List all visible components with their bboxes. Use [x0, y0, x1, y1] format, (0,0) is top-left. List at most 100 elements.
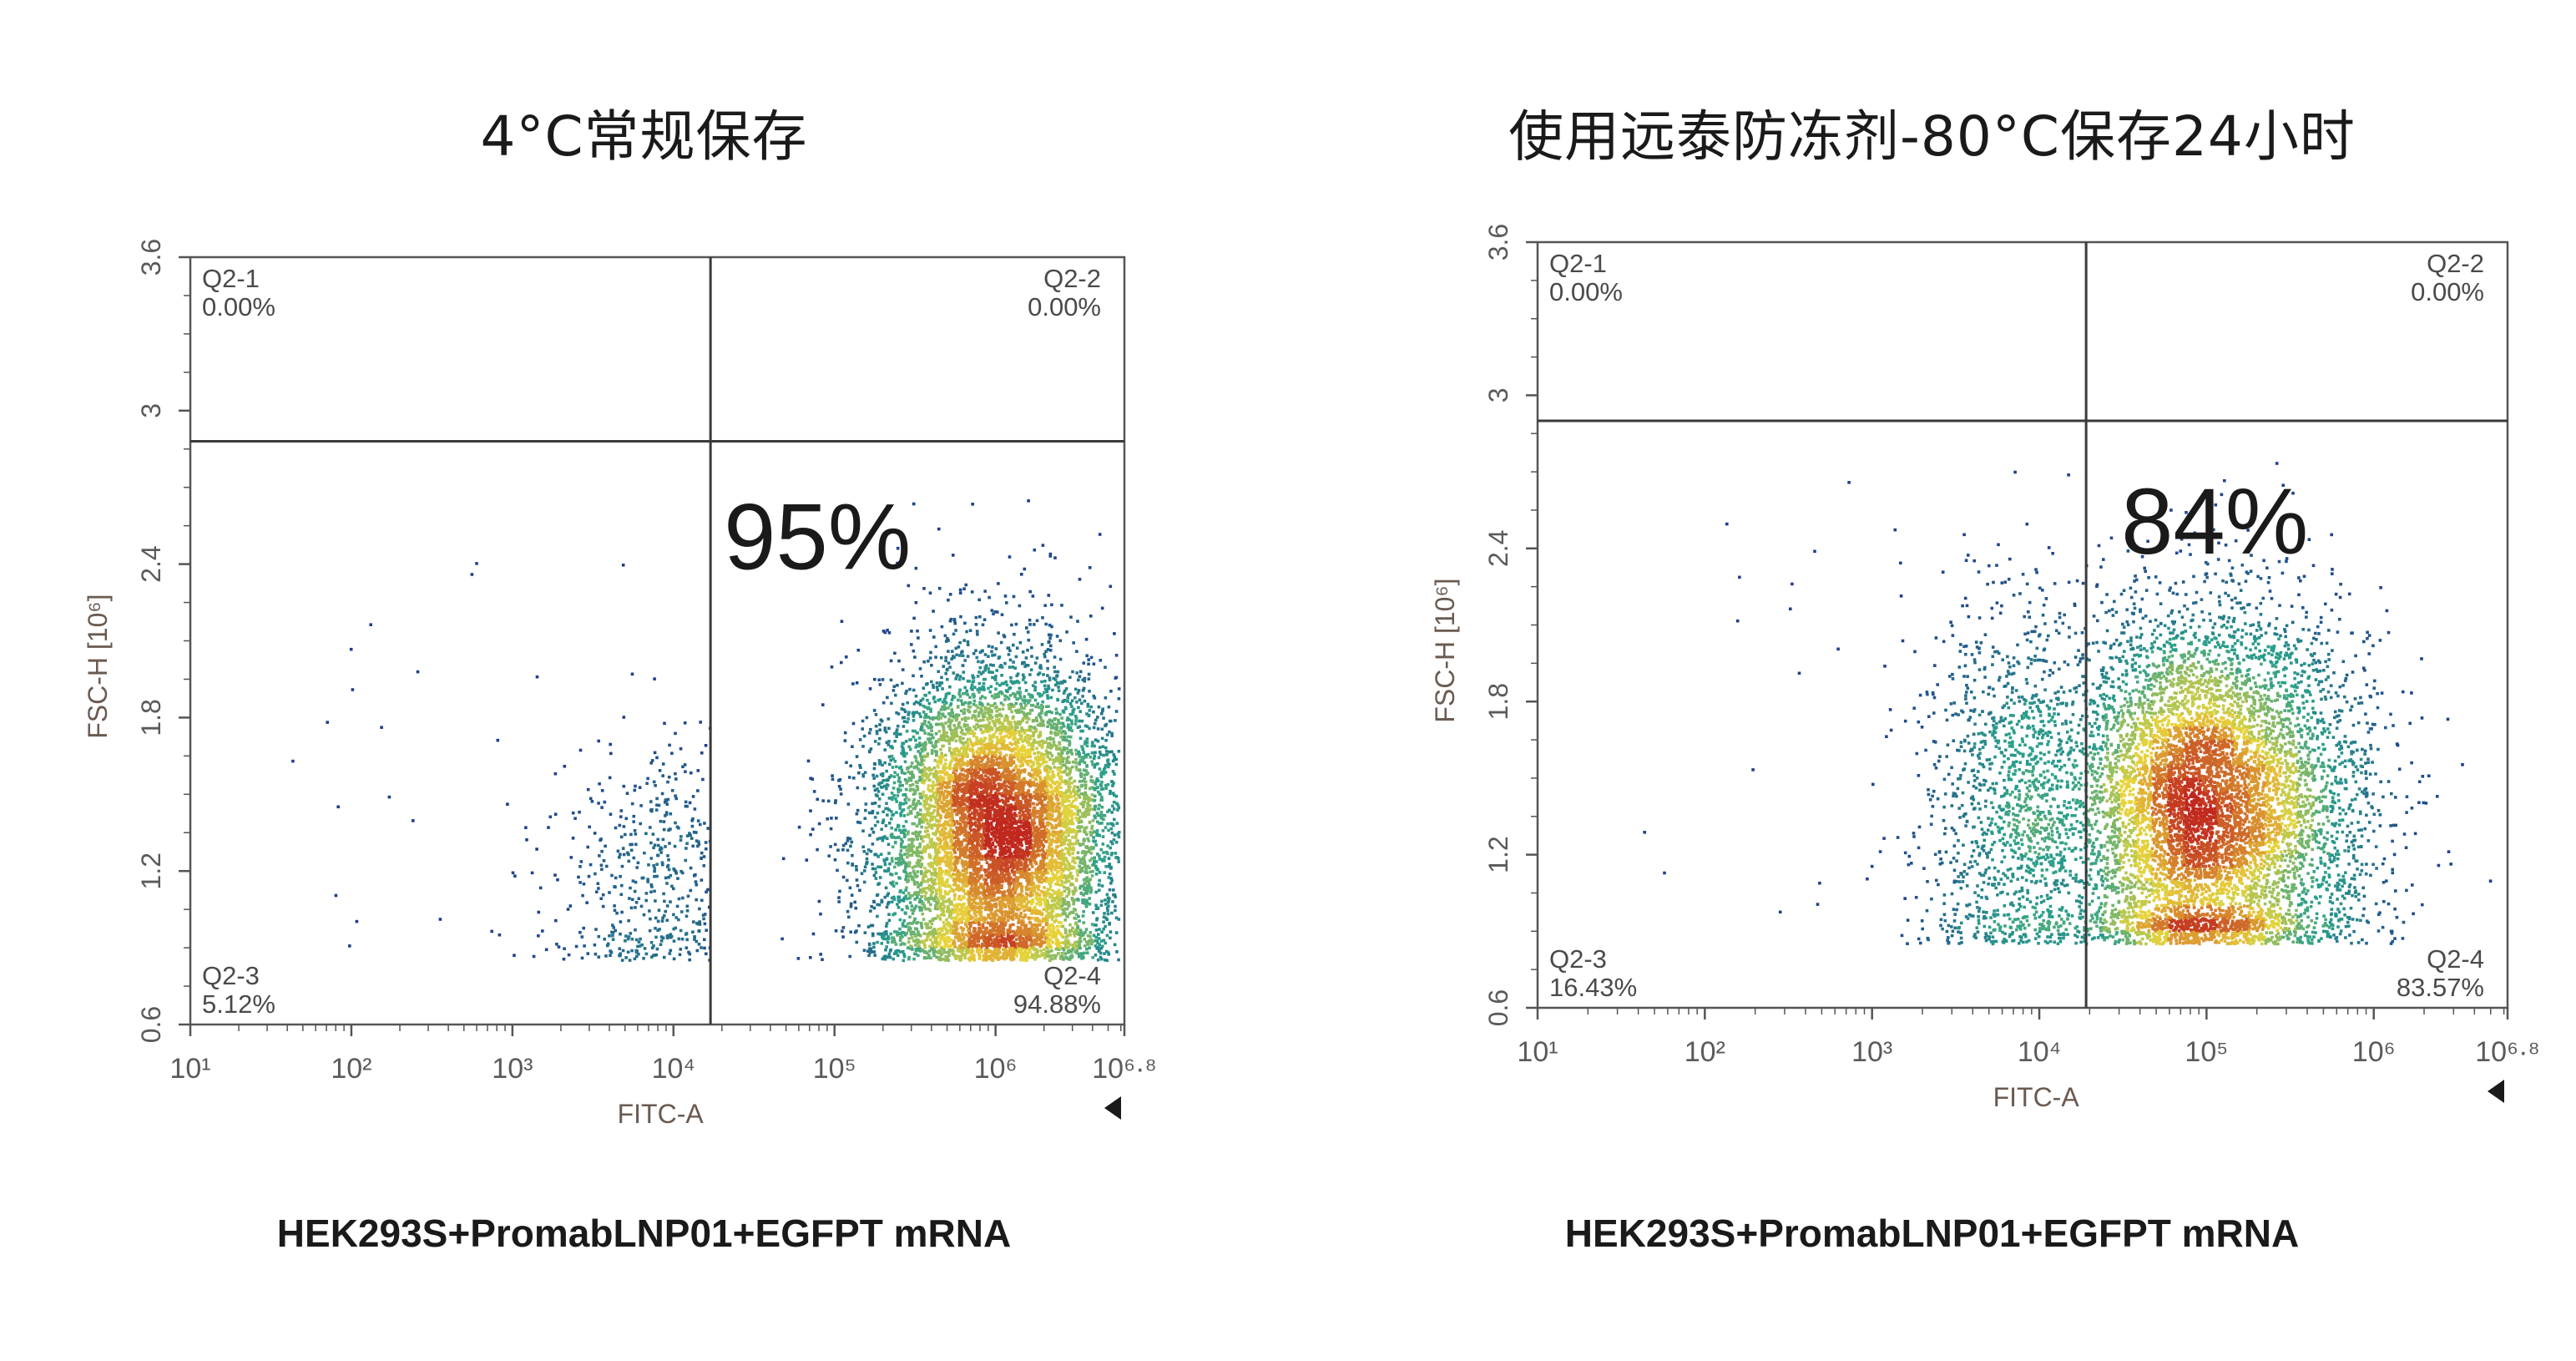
event-dot — [1016, 925, 1020, 929]
event-dot — [1106, 844, 1109, 847]
event-dot — [938, 781, 942, 785]
event-dot — [1050, 913, 1053, 916]
event-dot — [937, 899, 940, 903]
event-dot — [902, 746, 905, 750]
event-dot — [1063, 885, 1066, 889]
event-dot — [1050, 866, 1053, 870]
event-dot — [935, 863, 939, 867]
event-dot — [929, 878, 932, 882]
event-dot — [898, 927, 902, 931]
event-dot — [989, 823, 993, 827]
event-dot — [909, 810, 913, 813]
event-dot — [956, 913, 960, 918]
event-dot — [934, 847, 937, 852]
event-dot — [1043, 687, 1048, 691]
event-dot — [994, 873, 998, 877]
event-dot — [1056, 892, 1059, 895]
event-dot — [1058, 905, 1063, 908]
event-dot — [968, 859, 972, 863]
event-dot — [1056, 833, 1060, 837]
event-dot — [972, 912, 977, 915]
event-dot — [929, 862, 932, 866]
event-dot — [982, 618, 987, 621]
event-dot — [1017, 858, 1021, 861]
event-dot — [1051, 810, 1054, 813]
event-dot — [940, 722, 944, 726]
event-dot — [975, 630, 979, 633]
event-dot — [938, 796, 942, 800]
event-dot — [929, 723, 932, 726]
event-dot — [905, 886, 908, 889]
event-dot — [901, 702, 905, 706]
event-dot — [1112, 800, 1116, 804]
event-dot — [1101, 859, 1104, 863]
event-dot — [941, 792, 945, 796]
event-dot — [1030, 880, 1033, 883]
event-dot — [902, 943, 907, 946]
event-dot — [937, 717, 941, 721]
event-dot — [1081, 689, 1085, 692]
event-dot — [871, 923, 875, 928]
event-dot — [1068, 728, 1071, 731]
event-dot — [883, 728, 887, 732]
event-dot — [1100, 957, 1104, 961]
event-dot — [1013, 904, 1016, 908]
event-dot — [926, 829, 930, 833]
event-dot — [934, 732, 938, 736]
event-dot — [1092, 756, 1096, 761]
event-dot — [1060, 837, 1064, 840]
event-dot — [929, 938, 932, 942]
event-dot — [1102, 716, 1105, 720]
event-dot — [1027, 741, 1031, 744]
event-dot — [990, 878, 994, 882]
event-dot — [1058, 746, 1062, 750]
event-dot — [1038, 787, 1042, 791]
event-dot — [971, 772, 974, 775]
event-dot — [930, 922, 934, 926]
event-dot — [987, 875, 990, 879]
event-dot — [1002, 681, 1006, 686]
event-dot — [1052, 915, 1055, 918]
event-dot — [1048, 807, 1053, 811]
event-dot — [1085, 744, 1089, 748]
event-dot — [926, 811, 930, 814]
event-dot — [1049, 726, 1053, 730]
event-dot — [1043, 832, 1047, 837]
event-dot — [1005, 683, 1009, 687]
event-dot — [1049, 838, 1053, 842]
event-dot — [958, 695, 962, 698]
event-dot — [937, 882, 940, 886]
event-dot — [1004, 777, 1008, 781]
event-dot — [1075, 949, 1079, 952]
event-dot — [908, 901, 912, 904]
event-dot — [948, 704, 952, 707]
event-dot — [1100, 798, 1104, 802]
event-dot — [930, 827, 934, 830]
event-dot — [944, 899, 948, 903]
event-dot — [938, 877, 942, 881]
event-dot — [902, 716, 907, 720]
event-dot — [954, 646, 958, 650]
event-dot — [1019, 903, 1023, 907]
event-dot — [922, 887, 926, 891]
event-dot — [1083, 773, 1086, 777]
event-dot — [972, 867, 976, 870]
event-dot — [1017, 720, 1020, 724]
event-dot — [1056, 871, 1059, 874]
event-dot — [866, 925, 871, 928]
event-dot — [1070, 752, 1074, 756]
event-dot — [1007, 747, 1011, 751]
event-dot — [919, 812, 922, 817]
event-dot — [1041, 855, 1045, 859]
event-dot — [881, 836, 885, 839]
event-dot — [1049, 933, 1053, 937]
event-dot — [1018, 884, 1022, 888]
event-dot — [960, 797, 963, 800]
event-dot — [976, 805, 980, 808]
event-dot — [978, 807, 982, 812]
event-dot — [781, 857, 785, 861]
event-dot — [1022, 959, 1026, 962]
event-dot — [952, 753, 956, 756]
event-dot — [963, 879, 967, 883]
event-dot — [1060, 952, 1064, 955]
